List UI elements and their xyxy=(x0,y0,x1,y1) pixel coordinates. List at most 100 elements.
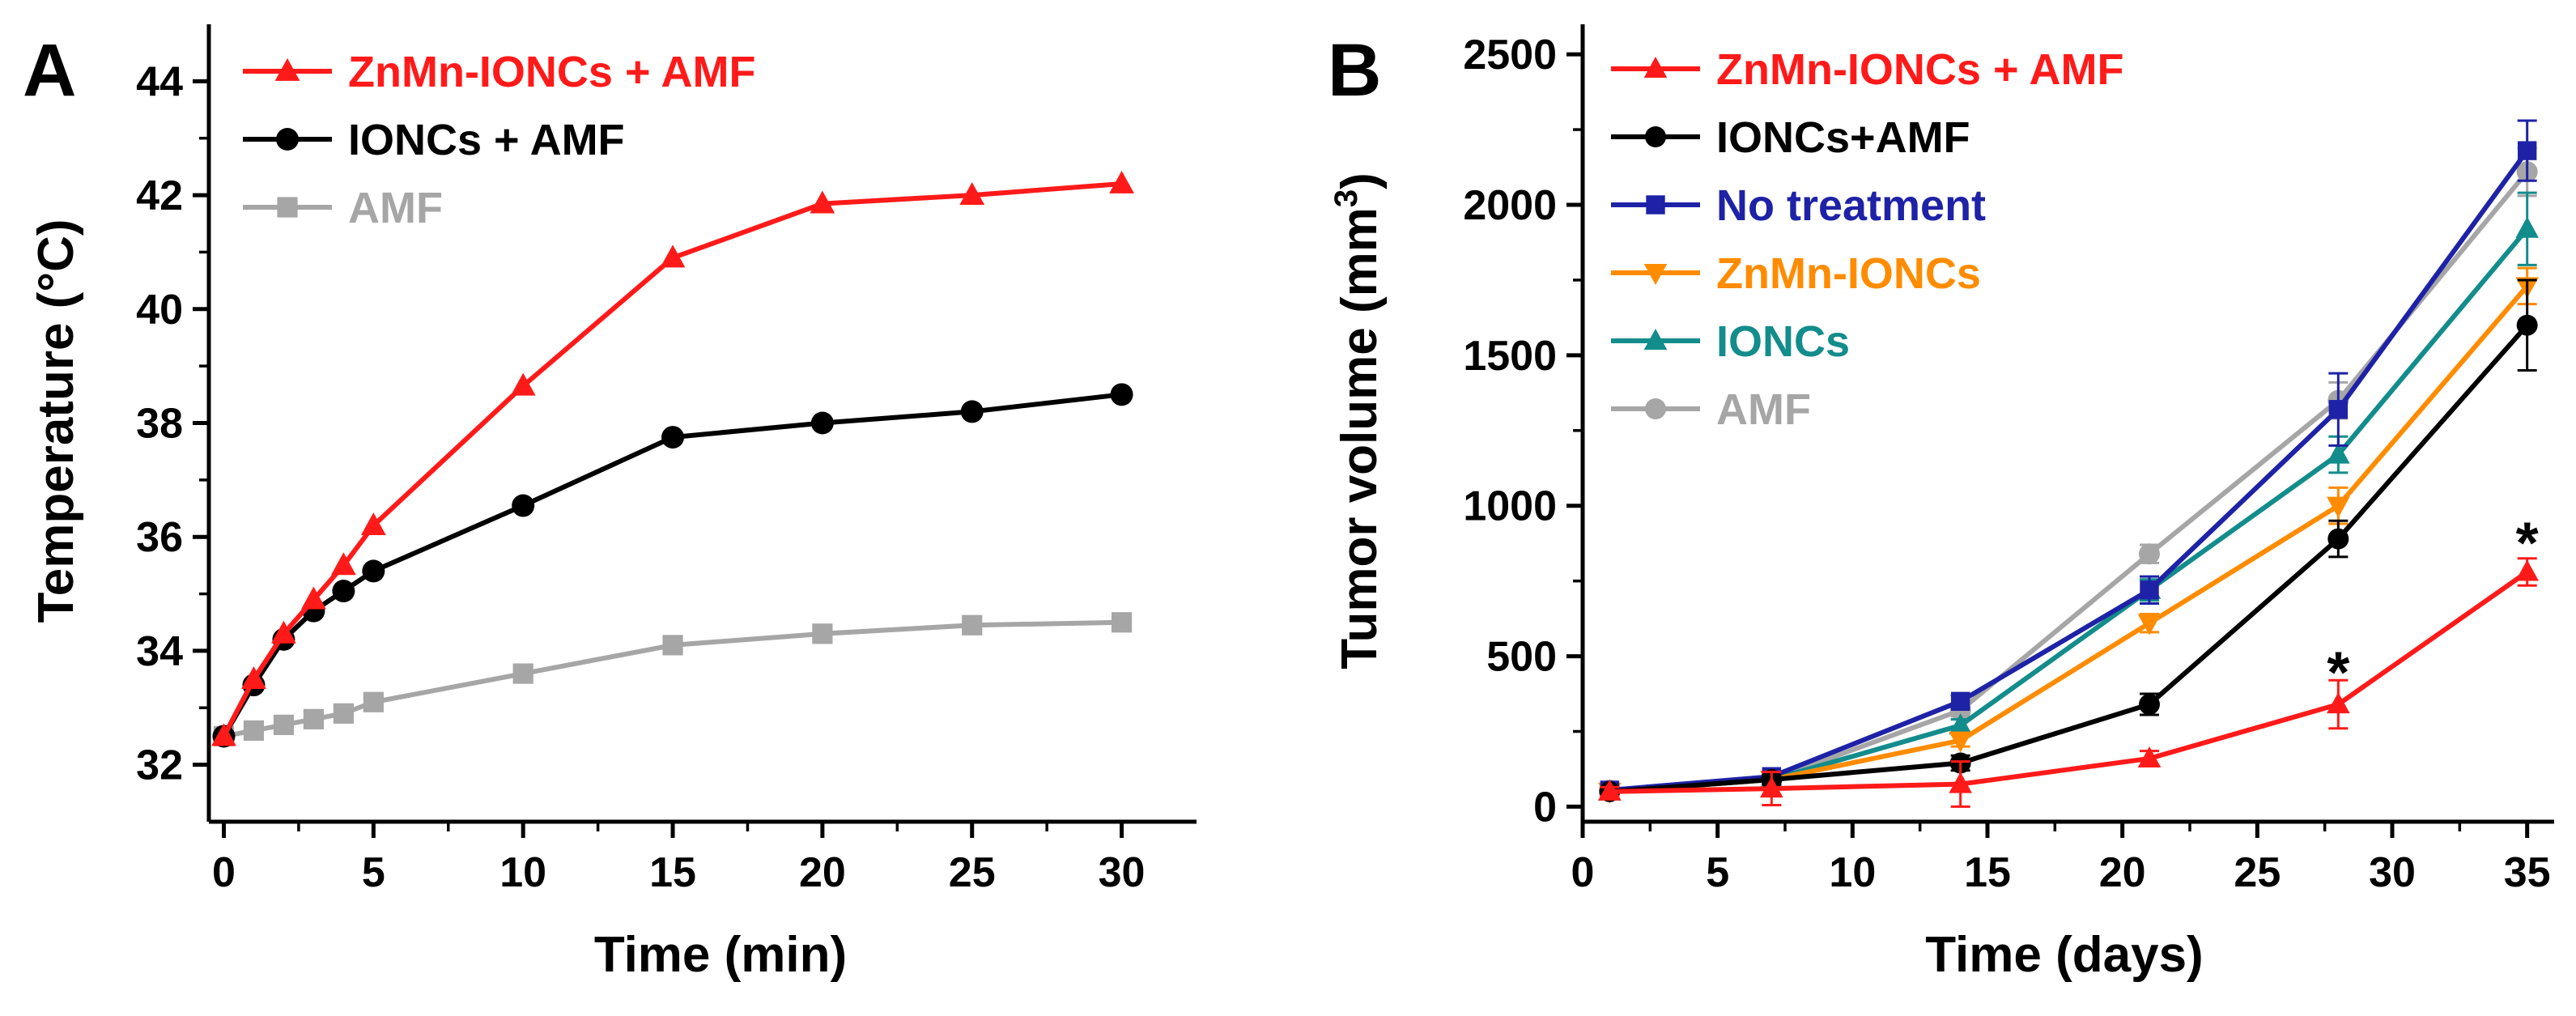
panel-a-y-axis-title: Temperature (°C) xyxy=(28,219,84,623)
panel-a-series-znmn-ioncs-amf xyxy=(211,170,1134,746)
panel-b-x-tick-label: 20 xyxy=(2099,849,2146,896)
legend-label: ZnMn-IONCs + AMF xyxy=(348,48,755,96)
panel-a-x-tick-label: 30 xyxy=(1099,849,1146,896)
data-point xyxy=(1109,170,1134,193)
panel-b-legend-item: IONCs xyxy=(1611,317,1850,366)
series-line xyxy=(1609,570,2529,794)
panel-b-x-tick-label: 15 xyxy=(1964,849,2011,896)
panel-b-x-tick-label: 25 xyxy=(2234,849,2281,896)
legend-label: IONCs + AMF xyxy=(348,116,625,164)
data-point xyxy=(2327,496,2350,518)
panel-b-legend-item: No treatment xyxy=(1611,181,1986,230)
data-point xyxy=(2515,559,2539,581)
data-point xyxy=(2139,543,2160,565)
data-point xyxy=(360,512,386,536)
data-point xyxy=(1949,731,1972,753)
panel-a-legend-item: AMF xyxy=(243,184,443,232)
data-point xyxy=(1949,772,1972,793)
legend-label: IONCs xyxy=(1716,317,1850,366)
data-point xyxy=(243,720,265,742)
panel-a-x-tick-label: 10 xyxy=(499,849,546,896)
series-line xyxy=(1609,227,2529,794)
data-point xyxy=(2139,694,2160,716)
data-point xyxy=(271,620,296,644)
data-point xyxy=(2515,216,2539,238)
data-point xyxy=(1950,691,1970,712)
data-point xyxy=(812,623,833,644)
legend-marker xyxy=(274,57,300,81)
panel-b-x-tick-label: 0 xyxy=(1571,849,1595,896)
legend-marker xyxy=(1646,195,1665,215)
panel-a-y-tick-label: 40 xyxy=(136,287,183,334)
legend-label: No treatment xyxy=(1716,181,1986,230)
data-point xyxy=(959,181,985,205)
panel-a-x-tick-label: 15 xyxy=(649,849,696,896)
legend-label: AMF xyxy=(1716,385,1811,434)
panel-b-y-axis-title-suffix: ) xyxy=(1332,172,1388,189)
panel-a-y-tick-label: 38 xyxy=(136,401,183,448)
panel-b-y-axis-title: Tumor volume (mm3) xyxy=(1328,172,1388,670)
panel-b-significance-marker: * xyxy=(2516,512,2539,576)
data-point xyxy=(333,703,354,724)
data-point xyxy=(2328,400,2349,419)
panel-b-y-tick-label: 1500 xyxy=(1463,333,1557,380)
panel-a-plot-area: 0 5 10 15 20 25 30 32 34 36 38 40 42 44 xyxy=(136,24,1197,896)
panel-b-y-tick-label: 1000 xyxy=(1463,483,1557,530)
panel-a-legend-item: ZnMn-IONCs + AMF xyxy=(243,48,755,96)
data-point xyxy=(962,614,983,636)
data-point xyxy=(1111,612,1133,633)
panel-b-legend: ZnMn-IONCs + AMF IONCs+AMF No treatment ZnM… xyxy=(1611,45,2123,434)
panel-letter-b: B xyxy=(1328,29,1381,112)
data-point xyxy=(810,411,834,435)
panel-a-x-tick-label: 5 xyxy=(362,849,385,896)
data-point xyxy=(661,426,685,449)
panel-b-y-tick-label: 2000 xyxy=(1463,182,1557,229)
data-point xyxy=(363,691,384,712)
series-line xyxy=(1609,323,2529,794)
panel-b-x-tick-label: 30 xyxy=(2369,849,2416,896)
data-point xyxy=(2327,692,2350,714)
legend-marker xyxy=(1643,329,1668,351)
panel-b-x-tick-label: 35 xyxy=(2504,849,2551,896)
legend-marker xyxy=(276,128,299,151)
panel-a-y-tick-label: 36 xyxy=(136,514,183,561)
data-point xyxy=(662,635,683,656)
data-point xyxy=(1598,779,1622,801)
panel-a-legend-item: IONCs + AMF xyxy=(243,116,625,164)
data-point xyxy=(330,552,356,576)
panel-b-y-tick-label: 0 xyxy=(1533,784,1557,831)
panel-a-x-axis-title: Time (min) xyxy=(594,927,847,983)
data-point xyxy=(241,666,266,690)
data-point xyxy=(1760,776,1783,798)
data-point xyxy=(512,663,533,684)
panel-a-y-tick-label: 44 xyxy=(136,58,183,105)
data-point xyxy=(273,714,295,735)
legend-label: ZnMn-IONCs xyxy=(1716,249,1981,298)
data-point xyxy=(2327,528,2349,550)
panel-b-legend-item: ZnMn-IONCs + AMF xyxy=(1611,45,2123,94)
legend-marker xyxy=(1643,263,1668,285)
data-point xyxy=(332,580,355,603)
data-point xyxy=(303,708,324,729)
legend-marker xyxy=(277,197,298,218)
panel-a-x-tick-label: 0 xyxy=(212,849,236,896)
data-point xyxy=(2516,314,2538,336)
data-point xyxy=(300,586,326,610)
data-point xyxy=(2137,746,2162,767)
panel-b-legend-item: AMF xyxy=(1611,385,1811,434)
panel-b-x-axis-title: Time (days) xyxy=(1925,927,2203,983)
panel-b-legend-item: ZnMn-IONCs xyxy=(1611,249,1981,298)
panel-b: B 0 5 10 15 20 25 30 35 0 500 1000 1500 2000 2500 * * T… xyxy=(1328,24,2554,983)
data-point xyxy=(660,244,686,268)
data-point xyxy=(1949,713,1972,735)
data-point xyxy=(2517,141,2537,160)
series-line xyxy=(1609,149,2530,793)
legend-marker xyxy=(1645,398,1666,419)
data-point xyxy=(960,400,984,423)
panel-b-series-znmn-ioncs-amf xyxy=(1598,557,2539,808)
legend-label: IONCs+AMF xyxy=(1716,113,1970,162)
panel-letter-a: A xyxy=(23,29,76,112)
legend-marker xyxy=(1643,57,1668,79)
